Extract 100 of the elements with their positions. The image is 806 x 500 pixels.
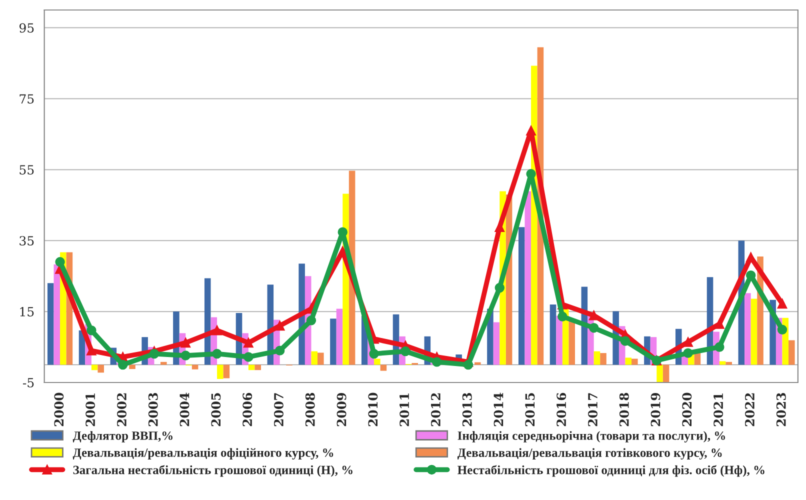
x-tick-label: 2023 <box>776 393 786 426</box>
x-tick-label: 2011 <box>400 393 410 426</box>
bar <box>719 361 726 365</box>
point <box>274 320 285 331</box>
legend-label: Дефлятор ВВП,% <box>72 431 172 442</box>
bar <box>129 364 136 370</box>
bar <box>600 353 606 365</box>
x-tick-label: 2007 <box>274 393 284 426</box>
x-tick-label: 2016 <box>556 392 566 426</box>
point <box>400 346 410 356</box>
point <box>149 348 160 359</box>
point <box>714 319 724 329</box>
point <box>526 126 536 136</box>
bar <box>726 362 732 365</box>
bar <box>550 304 556 365</box>
bar <box>91 364 98 370</box>
point <box>55 257 65 267</box>
point <box>777 298 788 309</box>
point <box>306 316 316 326</box>
point <box>714 342 724 352</box>
y-tick-label: -5 <box>22 378 34 388</box>
bar <box>192 364 198 370</box>
point <box>244 352 254 362</box>
bar <box>336 308 343 365</box>
x-tick-label: 2013 <box>462 393 472 426</box>
point <box>746 252 756 262</box>
point <box>86 346 96 356</box>
x-tick-label: 2022 <box>745 393 754 426</box>
bar <box>744 293 751 365</box>
bar <box>98 364 104 373</box>
legend-label: Інфляція середньорічна (товари та послуги), % <box>458 431 726 442</box>
x-tick-label: 2008 <box>305 392 315 426</box>
bar <box>625 358 632 365</box>
bar <box>518 227 525 365</box>
bar <box>656 364 663 382</box>
point <box>212 325 222 336</box>
point <box>180 350 190 360</box>
bar <box>662 364 670 382</box>
legend-label: Загальна нестабільність грошової одиниці (Н), % <box>73 465 352 477</box>
legend-label: Нестабільність грошової одиниці для фіз. осіб (Нф), % <box>458 465 764 477</box>
point <box>588 323 599 333</box>
x-tick-label: 2000 <box>54 392 64 426</box>
bar <box>223 364 230 378</box>
point <box>274 346 285 356</box>
y-tick-label: 15 <box>20 307 34 316</box>
point <box>526 169 536 179</box>
bar <box>493 322 500 365</box>
point <box>588 310 599 320</box>
point <box>558 312 568 322</box>
x-tick-label: 2012 <box>431 393 440 426</box>
y-tick-label: 95 <box>19 23 34 33</box>
bar <box>594 351 600 365</box>
x-tick-label: 2018 <box>619 392 629 426</box>
bar <box>160 362 167 365</box>
point <box>777 324 788 334</box>
bar <box>788 340 795 365</box>
bar <box>47 283 54 365</box>
x-tick-label: 2015 <box>525 393 535 426</box>
bar <box>632 358 638 365</box>
bar <box>374 358 380 365</box>
y-tick-label: 35 <box>20 236 34 246</box>
bar <box>54 264 60 365</box>
bar <box>556 316 562 365</box>
point <box>86 325 96 336</box>
x-tick-label: 2003 <box>148 393 158 426</box>
x-tick-label: 2004 <box>180 392 190 426</box>
point <box>620 336 630 346</box>
bar <box>330 318 336 365</box>
x-tick-label: 2005 <box>211 393 221 426</box>
y-tick-label: 55 <box>20 165 34 175</box>
point <box>494 222 504 232</box>
bar <box>248 364 255 370</box>
legend-label: Девальвація/ревальвація офіційного курсу, % <box>72 448 334 460</box>
bar <box>750 298 758 365</box>
x-tick-label: 2021 <box>714 393 724 426</box>
bar <box>694 353 701 365</box>
point <box>244 338 254 348</box>
bar <box>254 364 261 370</box>
y-tick-label: 75 <box>20 94 34 104</box>
point <box>494 282 504 293</box>
x-tick-label: 2020 <box>682 392 692 426</box>
x-tick-label: 2010 <box>368 392 378 426</box>
x-tick-label: 2014 <box>494 392 504 426</box>
legend-label: Девальвація/ревальвація готівкового курсу, % <box>457 448 722 460</box>
bar <box>524 191 532 365</box>
point <box>118 360 128 370</box>
point <box>683 348 693 358</box>
x-tick-label: 2006 <box>242 392 252 426</box>
x-tick-label: 2017 <box>588 393 598 426</box>
point <box>432 357 442 367</box>
x-tick-label: 2009 <box>336 393 346 426</box>
x-tick-label: 2019 <box>650 393 660 426</box>
bar <box>380 364 387 371</box>
bar <box>311 351 318 365</box>
point <box>180 338 190 348</box>
bar <box>217 364 224 379</box>
point <box>338 227 348 237</box>
point <box>369 348 379 359</box>
point <box>463 360 474 370</box>
x-tick-label: 2001 <box>86 393 96 426</box>
